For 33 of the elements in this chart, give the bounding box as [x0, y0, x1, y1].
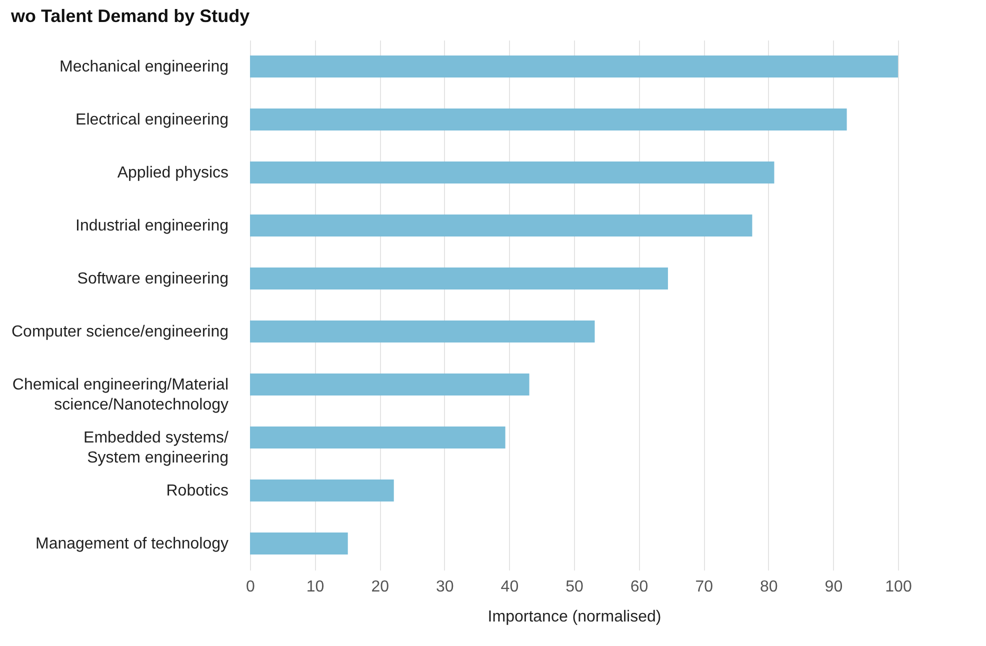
y-tick-label: Computer science/engineering [11, 324, 228, 340]
y-tick-label: Mechanical engineering [60, 58, 228, 76]
x-tick-label: 40 [500, 578, 519, 596]
bar [250, 320, 595, 342]
y-tick-label: Industrial engineering [76, 218, 228, 234]
bar [250, 268, 668, 290]
x-tick-label: 80 [760, 578, 778, 596]
x-tick-label: 90 [824, 578, 843, 596]
x-tick-label: 20 [371, 578, 390, 596]
x-tick-label: 100 [885, 578, 912, 596]
y-tick-label: Robotics [166, 482, 228, 500]
x-tick-label: 60 [630, 578, 648, 596]
y-tick-label: Electrical engineering [76, 112, 228, 128]
chart-title: wo Talent Demand by Study [10, 6, 250, 26]
bar [250, 56, 898, 78]
bar [250, 532, 348, 554]
y-tick-label: Management of technology [35, 536, 228, 552]
bar [250, 162, 774, 184]
x-axis-title: Importance (normalised) [488, 608, 662, 626]
bar [250, 108, 847, 130]
y-tick-label: Embedded systems/ System engineering [84, 430, 230, 466]
bar [250, 426, 506, 448]
x-tick-label: 0 [246, 578, 256, 596]
bar [250, 374, 530, 396]
x-tick-label: 10 [306, 578, 324, 596]
x-tick-label: 50 [566, 578, 584, 596]
x-tick-label: 30 [436, 578, 454, 596]
y-tick-label: Applied physics [117, 164, 228, 182]
bar [250, 480, 394, 502]
bar [250, 214, 752, 236]
y-tick-label: Chemical engineering/Material science/Nanotechnology [12, 376, 228, 414]
y-tick-label: Software engineering [77, 270, 228, 288]
x-tick-label: 70 [695, 578, 714, 596]
